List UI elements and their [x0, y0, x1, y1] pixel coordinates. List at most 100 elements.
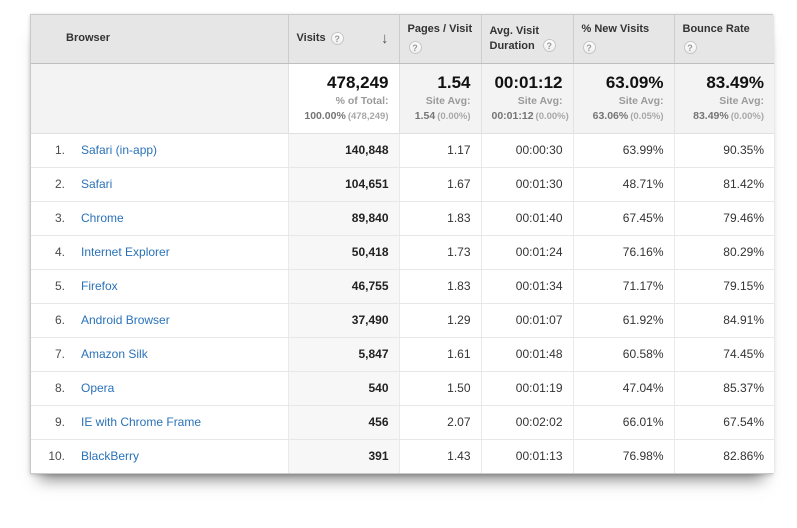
browser-link[interactable]: Amazon Silk — [81, 347, 148, 361]
table-row: 10. BlackBerry 391 1.43 00:01:13 76.98% 8… — [31, 439, 774, 473]
help-icon[interactable]: ? — [582, 40, 596, 54]
visits-cell: 391 — [287, 439, 399, 473]
pages-per-visit-cell: 1.50 — [398, 371, 481, 406]
avg-visit-duration-cell: 00:01:30 — [480, 167, 573, 202]
browser-cell: 6. Android Browser — [31, 303, 288, 338]
totals-duration-sub-value: 00:01:12 — [491, 110, 534, 122]
totals-bounce-value: 83.49% — [706, 73, 764, 92]
column-header-browser[interactable]: Browser — [31, 15, 288, 64]
column-label-visits: Visits — [296, 32, 326, 45]
table-row: 8. Opera 540 1.50 00:01:19 47.04% 85.37% — [31, 371, 774, 406]
totals-newvisits-sub-note: (0.05%) — [630, 111, 664, 122]
pages-per-visit-cell: 1.17 — [398, 133, 481, 168]
totals-pages-sub-label: Site Avg: — [425, 95, 471, 107]
browser-cell: 8. Opera — [31, 371, 288, 406]
browser-stats-table: Browser Visits ? ↓ Pages / Visit ? Avg. … — [30, 14, 774, 474]
browser-link[interactable]: Opera — [81, 381, 115, 395]
column-header-pct-new-visits[interactable]: % New Visits ? — [572, 15, 674, 64]
pct-new-visits-cell: 48.71% — [572, 167, 674, 202]
pct-new-visits-cell: 76.98% — [572, 439, 674, 473]
browser-cell: 2. Safari — [31, 167, 288, 202]
row-rank: 10. — [48, 449, 65, 464]
totals-bounce-sub-note: (0.00%) — [730, 111, 764, 122]
avg-visit-duration-cell: 00:01:19 — [480, 371, 573, 406]
avg-visit-duration-cell: 00:01:24 — [480, 235, 573, 270]
totals-bounce-sub-label: Site Avg: — [719, 95, 764, 107]
totals-avg-visit-duration-cell: 00:01:12 Site Avg: 00:01:12 (0.00%) — [480, 63, 573, 134]
bounce-rate-cell: 74.45% — [673, 337, 774, 372]
browser-cell: 9. IE with Chrome Frame — [31, 405, 288, 440]
table-row: 7. Amazon Silk 5,847 1.61 00:01:48 60.58%… — [31, 337, 774, 372]
help-icon[interactable]: ? — [330, 32, 344, 46]
pct-new-visits-cell: 60.58% — [572, 337, 674, 372]
bounce-rate-cell: 82.86% — [673, 439, 774, 473]
column-header-avg-visit-duration[interactable]: Avg. Visit Duration ? — [480, 15, 573, 64]
row-rank: 1. — [54, 143, 65, 157]
avg-visit-duration-cell: 00:01:48 — [480, 337, 573, 372]
browser-link[interactable]: IE with Chrome Frame — [81, 415, 202, 429]
browser-link[interactable]: Internet Explorer — [81, 245, 170, 259]
browser-link[interactable]: Android Browser — [81, 313, 170, 327]
column-header-bounce-rate[interactable]: Bounce Rate ? — [673, 15, 774, 64]
browser-cell: 1. Safari (in-app) — [31, 133, 288, 168]
table-row: 1. Safari (in-app) 140,848 1.17 00:00:30 … — [31, 133, 774, 168]
visits-cell: 37,490 — [287, 303, 399, 338]
totals-newvisits-sub-value: 63.06% — [592, 110, 629, 122]
row-rank: 7. — [54, 347, 65, 361]
browser-link[interactable]: Firefox — [81, 279, 118, 293]
row-rank: 4. — [54, 245, 65, 259]
visits-cell: 540 — [287, 371, 399, 406]
column-header-pages-per-visit[interactable]: Pages / Visit ? — [398, 15, 481, 64]
table-row: 6. Android Browser 37,490 1.29 00:01:07 6… — [31, 303, 774, 338]
help-icon[interactable]: ? — [542, 39, 556, 53]
avg-visit-duration-cell: 00:01:07 — [480, 303, 573, 338]
totals-pages-sub-value: 1.54 — [414, 110, 436, 122]
column-header-visits[interactable]: Visits ? ↓ — [287, 15, 399, 64]
pages-per-visit-cell: 1.43 — [398, 439, 481, 473]
avg-visit-duration-cell: 00:01:13 — [480, 439, 573, 473]
totals-newvisits-value: 63.09% — [605, 73, 664, 92]
visits-cell: 46,755 — [287, 269, 399, 304]
bounce-rate-cell: 79.15% — [673, 269, 774, 304]
bounce-rate-cell: 81.42% — [673, 167, 774, 202]
browser-link[interactable]: Safari — [81, 177, 113, 191]
browser-cell: 4. Internet Explorer — [31, 235, 288, 270]
pages-per-visit-cell: 1.83 — [398, 201, 481, 236]
bounce-rate-cell: 67.54% — [673, 405, 774, 440]
browser-link[interactable]: Chrome — [81, 211, 124, 225]
totals-bounce-sub-value: 83.49% — [693, 110, 729, 122]
column-label-avg-visit-duration: Avg. Visit Duration — [489, 24, 540, 52]
totals-bounce-rate-cell: 83.49% Site Avg: 83.49% (0.00%) — [673, 63, 774, 134]
table-row: 5. Firefox 46,755 1.83 00:01:34 71.17% 79… — [31, 269, 774, 304]
totals-duration-value: 00:01:12 — [494, 73, 563, 92]
browser-link[interactable]: Safari (in-app) — [81, 143, 158, 157]
help-icon[interactable]: ? — [683, 40, 697, 54]
totals-pages-per-visit-cell: 1.54 Site Avg: 1.54 (0.00%) — [398, 63, 481, 134]
browser-cell: 5. Firefox — [31, 269, 288, 304]
pct-new-visits-cell: 63.99% — [572, 133, 674, 168]
bounce-rate-cell: 85.37% — [673, 371, 774, 406]
totals-pages-sub-note: (0.00%) — [437, 111, 471, 122]
totals-visits-value: 478,249 — [327, 73, 389, 92]
row-rank: 2. — [54, 177, 65, 191]
browser-link[interactable]: BlackBerry — [81, 449, 140, 464]
bounce-rate-cell: 90.35% — [673, 133, 774, 168]
pct-new-visits-cell: 71.17% — [572, 269, 674, 304]
column-label-browser: Browser — [66, 32, 111, 45]
row-rank: 6. — [54, 313, 65, 327]
totals-visits-sub-value: 100.00% — [304, 110, 346, 122]
visits-cell: 89,840 — [287, 201, 399, 236]
visits-cell: 5,847 — [287, 337, 399, 372]
row-rank: 8. — [54, 381, 65, 395]
pages-per-visit-cell: 2.07 — [398, 405, 481, 440]
help-icon[interactable]: ? — [408, 40, 422, 54]
visits-cell: 50,418 — [287, 235, 399, 270]
browser-cell: 3. Chrome — [31, 201, 288, 236]
pages-per-visit-cell: 1.67 — [398, 167, 481, 202]
sort-descending-icon: ↓ — [381, 30, 389, 48]
totals-pct-new-visits-cell: 63.09% Site Avg: 63.06% (0.05%) — [572, 63, 674, 134]
visits-cell: 140,848 — [287, 133, 399, 168]
visits-cell: 104,651 — [287, 167, 399, 202]
column-label-pages-per-visit: Pages / Visit — [407, 23, 473, 36]
row-rank: 5. — [54, 279, 65, 293]
